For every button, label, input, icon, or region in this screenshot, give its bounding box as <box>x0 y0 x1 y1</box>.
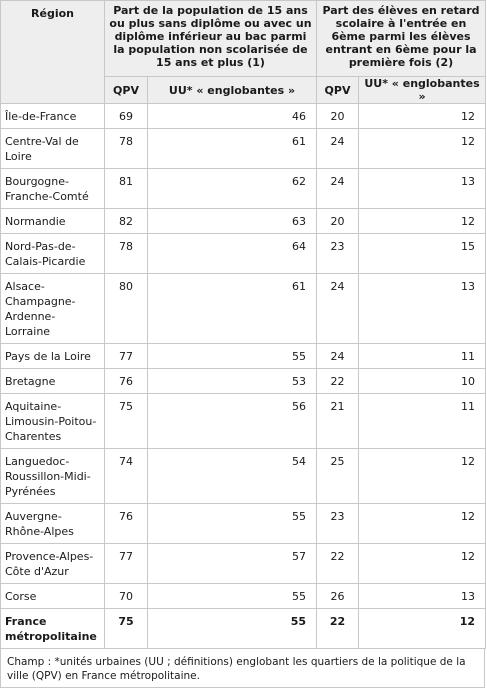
region-name: Auvergne-Rhône-Alpes <box>0 503 105 544</box>
region-name: Alsace-Champagne-Ardenne-Lorraine <box>0 273 105 344</box>
table-row: Alsace-Champagne-Ardenne-Lorraine 80 61 … <box>0 273 487 344</box>
region-name: Provence-Alpes-Côte d'Azur <box>0 543 105 584</box>
header-qpv-2: QPV <box>316 76 359 104</box>
uu-delay-value: 13 <box>357 168 487 209</box>
qpv-diploma-value: 74 <box>104 448 148 504</box>
table-row-total: France métropolitaine 75 55 22 12 <box>0 608 487 649</box>
qpv-delay-value: 20 <box>316 103 359 129</box>
qpv-diploma-value: 75 <box>104 393 148 449</box>
table-row: Languedoc-Roussillon-Midi-Pyrénées 74 54… <box>0 448 487 504</box>
qpv-diploma-value: 77 <box>104 543 148 584</box>
uu-delay-value: 11 <box>357 393 487 449</box>
qpv-delay-value: 22 <box>316 368 359 394</box>
uu-delay-value: 12 <box>357 543 487 584</box>
region-name: Nord-Pas-de-Calais-Picardie <box>0 233 105 274</box>
uu-delay-value: 12 <box>357 128 487 169</box>
uu-delay-value: 12 <box>357 503 487 544</box>
region-name: Languedoc-Roussillon-Midi-Pyrénées <box>0 448 105 504</box>
qpv-diploma-value: 78 <box>104 128 148 169</box>
table-row: Corse 70 55 26 13 <box>0 583 487 609</box>
table-row: Normandie 82 63 20 12 <box>0 208 487 234</box>
qpv-delay-value: 26 <box>316 583 359 609</box>
header-group-school-delay: Part des élèves en retard scolaire à l'e… <box>315 0 487 77</box>
uu-diploma-value: 55 <box>147 583 317 609</box>
uu-delay-value: 12 <box>357 448 487 504</box>
uu-delay-value: 12 <box>357 208 487 234</box>
table-row: Auvergne-Rhône-Alpes 76 55 23 12 <box>0 503 487 544</box>
header-uu-1: UU* « englobantes » <box>147 76 317 104</box>
data-table: Région Part de la population de 15 ans o… <box>0 0 487 649</box>
qpv-delay-value: 24 <box>316 273 359 344</box>
uu-delay-value: 11 <box>357 343 487 369</box>
table-row: Aquitaine-Limousin-Poitou-Charentes 75 5… <box>0 393 487 449</box>
qpv-diploma-value: 77 <box>104 343 148 369</box>
region-name: Normandie <box>0 208 105 234</box>
qpv-delay-value: 20 <box>316 208 359 234</box>
uu-diploma-value: 62 <box>147 168 317 209</box>
qpv-diploma-value: 76 <box>104 503 148 544</box>
qpv-delay-value: 21 <box>316 393 359 449</box>
qpv-diploma-value: 82 <box>104 208 148 234</box>
header-group-diploma: Part de la population de 15 ans ou plus … <box>104 0 317 77</box>
uu-diploma-value: 61 <box>147 273 317 344</box>
uu-delay-value: 13 <box>357 583 487 609</box>
qpv-diploma-value: 69 <box>104 103 148 129</box>
region-name: Bretagne <box>0 368 105 394</box>
header-qpv-1: QPV <box>104 76 148 104</box>
qpv-diploma-value: 70 <box>104 583 148 609</box>
uu-diploma-value: 54 <box>147 448 317 504</box>
uu-diploma-value: 55 <box>147 503 317 544</box>
table-footnote: Champ : *unités urbaines (UU ; définitio… <box>0 649 485 688</box>
table-row: Centre-Val de Loire 78 61 24 12 <box>0 128 487 169</box>
table-row: Bourgogne-Franche-Comté 81 62 24 13 <box>0 168 487 209</box>
uu-delay-value: 15 <box>357 233 487 274</box>
table-row: Pays de la Loire 77 55 24 11 <box>0 343 487 369</box>
region-name: Île-de-France <box>0 103 105 129</box>
region-name-total: France métropolitaine <box>0 608 105 649</box>
uu-diploma-value: 63 <box>147 208 317 234</box>
qpv-diploma-total: 75 <box>104 608 148 649</box>
qpv-diploma-value: 81 <box>104 168 148 209</box>
qpv-delay-value: 25 <box>316 448 359 504</box>
table-row: Nord-Pas-de-Calais-Picardie 78 64 23 15 <box>0 233 487 274</box>
header-region: Région <box>0 0 105 104</box>
qpv-delay-value: 24 <box>316 343 359 369</box>
qpv-delay-value: 24 <box>316 168 359 209</box>
region-name: Centre-Val de Loire <box>0 128 105 169</box>
qpv-diploma-value: 76 <box>104 368 148 394</box>
table-row: Île-de-France 69 46 20 12 <box>0 103 487 129</box>
uu-delay-value: 10 <box>357 368 487 394</box>
uu-diploma-value: 64 <box>147 233 317 274</box>
uu-diploma-value: 57 <box>147 543 317 584</box>
region-name: Aquitaine-Limousin-Poitou-Charentes <box>0 393 105 449</box>
uu-diploma-value: 56 <box>147 393 317 449</box>
uu-diploma-total: 55 <box>147 608 317 649</box>
qpv-delay-total: 22 <box>316 608 359 649</box>
qpv-delay-value: 24 <box>316 128 359 169</box>
region-name: Corse <box>0 583 105 609</box>
uu-delay-value: 13 <box>357 273 487 344</box>
table-row: Provence-Alpes-Côte d'Azur 77 57 22 12 <box>0 543 487 584</box>
header-uu-2: UU* « englobantes » <box>357 76 487 104</box>
region-name: Bourgogne-Franche-Comté <box>0 168 105 209</box>
qpv-delay-value: 23 <box>316 233 359 274</box>
uu-diploma-value: 61 <box>147 128 317 169</box>
uu-delay-total: 12 <box>357 608 487 649</box>
table-row: Bretagne 76 53 22 10 <box>0 368 487 394</box>
uu-diploma-value: 55 <box>147 343 317 369</box>
uu-delay-value: 12 <box>357 103 487 129</box>
qpv-delay-value: 23 <box>316 503 359 544</box>
uu-diploma-value: 46 <box>147 103 317 129</box>
qpv-delay-value: 22 <box>316 543 359 584</box>
uu-diploma-value: 53 <box>147 368 317 394</box>
qpv-diploma-value: 78 <box>104 233 148 274</box>
region-name: Pays de la Loire <box>0 343 105 369</box>
qpv-diploma-value: 80 <box>104 273 148 344</box>
